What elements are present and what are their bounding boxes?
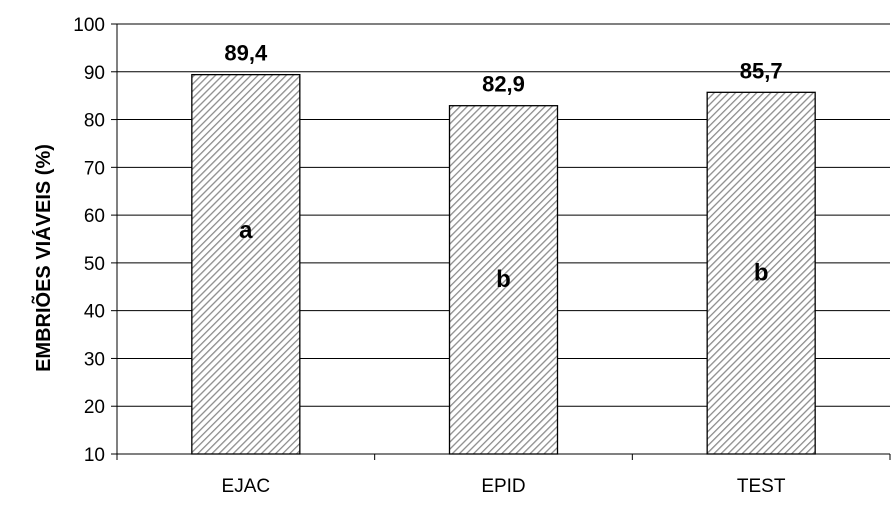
data-label-ejac: 89,4 (224, 41, 268, 66)
data-label-epid: 82,9 (482, 72, 525, 97)
axes (111, 23, 891, 460)
x-category-label-ejac: EJAC (222, 476, 271, 497)
y-tick-label-10: 10 (84, 445, 105, 466)
y-tick-label-70: 70 (84, 158, 105, 179)
y-tick-label-60: 60 (84, 206, 105, 227)
y-tick-label-50: 50 (84, 254, 105, 275)
bar-epid (448, 105, 559, 455)
y-tick-label-80: 80 (84, 111, 105, 132)
group-letter-epid: b (496, 266, 511, 293)
y-tick-label-30: 30 (84, 349, 105, 370)
group-letter-ejac: a (239, 217, 253, 244)
x-category-label-epid: EPID (481, 476, 525, 497)
bar-ejac (191, 73, 301, 455)
x-category-label-test: TEST (737, 476, 786, 497)
y-tick-label-40: 40 (84, 302, 105, 323)
y-tick-label-90: 90 (84, 63, 105, 84)
data-label-test: 85,7 (740, 58, 783, 83)
y-tick-label-100: 100 (73, 15, 105, 36)
y-axis-title: EMBRIÕES VIÁVEIS (%) (31, 144, 55, 372)
group-letter-test: b (754, 259, 769, 286)
labels: 10 20 30 40 50 60 70 80 90 100 89,4 a EJAC 82,9 b EPID 8… (73, 15, 786, 497)
y-tick-label-20: 20 (84, 397, 105, 418)
bars (191, 73, 816, 455)
